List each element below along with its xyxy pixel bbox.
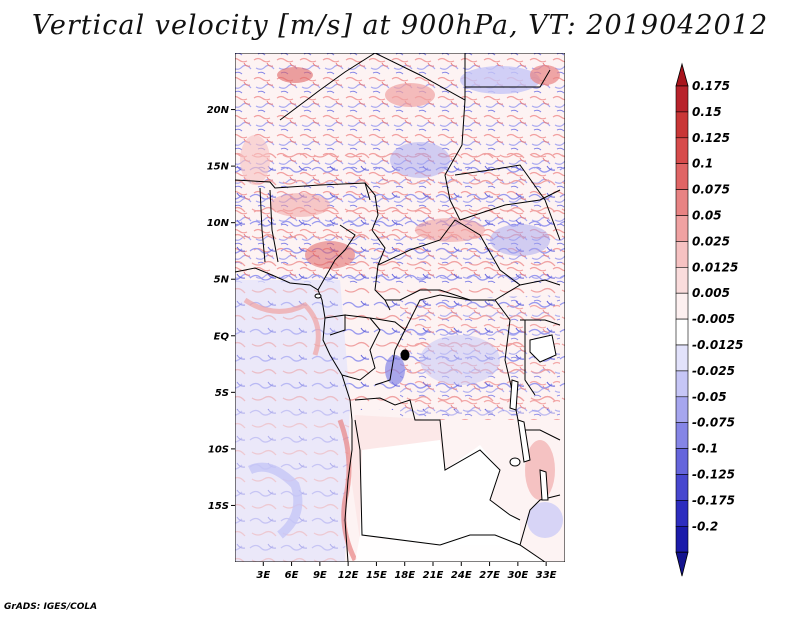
colorbar-swatch xyxy=(675,370,689,398)
colorbar-swatch xyxy=(675,292,689,320)
lat-tick-label: 10N xyxy=(207,218,230,229)
colorbar-label: 0.1 xyxy=(692,157,713,171)
lat-tick-label: 15S xyxy=(208,501,229,512)
colorbar-label: 0.125 xyxy=(692,131,730,145)
lat-tick-label: 5N xyxy=(214,275,230,286)
colorbar-label: -0.025 xyxy=(692,364,735,378)
colorbar-swatch xyxy=(675,474,689,501)
colorbar-label: -0.0125 xyxy=(692,338,743,352)
colorbar-label: 0.005 xyxy=(692,286,730,300)
colorbar-label: 0.175 xyxy=(692,79,730,93)
lon-tick-label: 21E xyxy=(423,570,444,581)
country-borders xyxy=(235,53,561,562)
colorbar: 0.175 0.15 0.125 0.1 0.075 0.05 0.025 0.0125 0.0… xyxy=(675,62,743,577)
lon-tick-label: 12E xyxy=(338,570,359,581)
longitude-axis: 3E 6E 9E 12E 15E 18E 21E 24E 27E 30E 33E xyxy=(256,562,557,581)
colorbar-swatch xyxy=(675,448,689,475)
colorbar-label: 0.025 xyxy=(692,234,730,248)
colorbar-label: 0.05 xyxy=(692,209,722,223)
vertical-velocity-field xyxy=(235,53,565,562)
lon-tick-label: 6E xyxy=(285,570,299,581)
colorbar-top-arrow xyxy=(675,62,689,87)
colorbar-label: -0.005 xyxy=(692,312,735,326)
lat-tick-label: 5S xyxy=(215,388,229,399)
colorbar-swatch xyxy=(675,241,689,268)
colorbar-label: -0.075 xyxy=(692,416,735,430)
lat-tick-label: EQ xyxy=(214,331,230,342)
colorbar-label: 0.15 xyxy=(692,105,722,119)
lon-tick-label: 30E xyxy=(507,570,528,581)
lat-tick-label: 20N xyxy=(207,105,230,116)
colorbar-swatch xyxy=(675,318,689,346)
colorbar-swatch xyxy=(675,189,689,216)
colorbar-swatch xyxy=(675,396,689,423)
colorbar-label: -0.2 xyxy=(692,519,718,533)
lon-tick-label: 27E xyxy=(479,570,500,581)
lakes xyxy=(314,293,557,501)
lon-tick-label: 3E xyxy=(256,570,270,581)
lon-tick-label: 18E xyxy=(394,570,415,581)
colorbar-label: 0.075 xyxy=(692,183,730,197)
colorbar-swatch xyxy=(675,163,689,190)
colorbar-swatch xyxy=(675,525,689,553)
colorbar-swatch xyxy=(675,85,689,113)
colorbar-label: -0.125 xyxy=(692,468,735,482)
colorbar-swatch xyxy=(675,500,689,527)
colorbar-label: -0.05 xyxy=(692,390,727,404)
colorbar-label: -0.1 xyxy=(692,442,718,456)
colorbar-label: 0.0125 xyxy=(692,260,738,274)
lon-tick-label: 33E xyxy=(536,570,557,581)
colorbar-swatch xyxy=(675,344,689,372)
lon-tick-label: 9E xyxy=(313,570,327,581)
colorbar-swatch xyxy=(675,215,689,242)
lon-tick-label: 24E xyxy=(451,570,472,581)
map-panel xyxy=(235,53,565,562)
lat-tick-label: 15N xyxy=(207,162,230,173)
latitude-axis: 20N 15N 10N 5N EQ 5S 10S 15S xyxy=(207,105,235,512)
colorbar-swatch xyxy=(675,111,689,139)
lat-tick-label: 10S xyxy=(208,444,229,455)
colorbar-swatch xyxy=(675,422,689,449)
lon-tick-label: 15E xyxy=(366,570,387,581)
colorbar-bottom-arrow xyxy=(675,551,689,577)
grads-credit: GrADS: IGES/COLA xyxy=(4,602,98,612)
colorbar-swatch xyxy=(675,266,689,294)
colorbar-label: -0.175 xyxy=(692,493,735,507)
map-title: Vertical velocity [m/s] at 900hPa, VT: 2… xyxy=(31,10,769,41)
colorbar-swatch xyxy=(675,137,689,165)
